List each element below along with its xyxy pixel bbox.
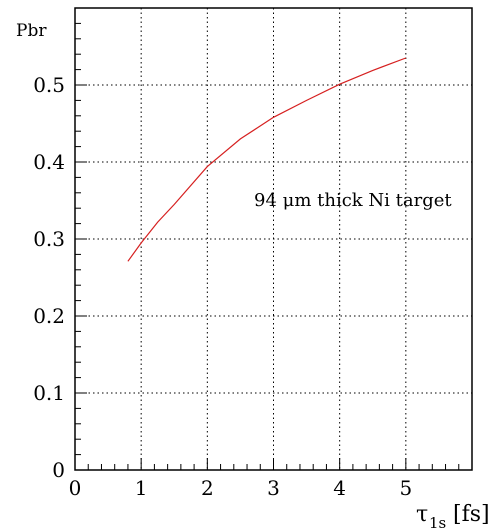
y-axis-label: Pbr [16, 21, 47, 41]
annotation-group: 94 μm thick Ni target [254, 190, 452, 211]
y-tick-label: 0.3 [33, 227, 65, 251]
x-tick-label: 4 [333, 476, 346, 500]
x-axis-label: τ 1s [fs] [416, 502, 490, 530]
grid [75, 8, 472, 470]
x-tick-label: 0 [69, 476, 82, 500]
major-ticks [74, 7, 473, 471]
minor-ticks [75, 22, 460, 470]
series-layer [127, 57, 407, 262]
y-tick-labels: 0 0.1 0.2 0.3 0.4 0.5 [33, 73, 65, 482]
x-tick-label: 2 [201, 476, 214, 500]
x-tick-label: 1 [135, 476, 148, 500]
x-tick-label: 3 [267, 476, 280, 500]
series-line [127, 57, 407, 262]
y-tick-label: 0.5 [33, 73, 65, 97]
x-axis-label-unit: [fs] [453, 502, 490, 527]
x-axis-label-subscript: 1s [429, 514, 446, 530]
y-tick-label: 0.4 [33, 150, 65, 174]
x-tick-labels: 0 1 2 3 4 5 [69, 476, 413, 500]
y-tick-label: 0.1 [33, 381, 65, 405]
y-tick-label: 0.2 [33, 304, 65, 328]
x-axis-label-symbol: τ [416, 502, 428, 527]
y-tick-label: 0 [52, 458, 65, 482]
annotation-label: 94 μm thick Ni target [254, 190, 452, 211]
x-tick-label: 5 [399, 476, 412, 500]
